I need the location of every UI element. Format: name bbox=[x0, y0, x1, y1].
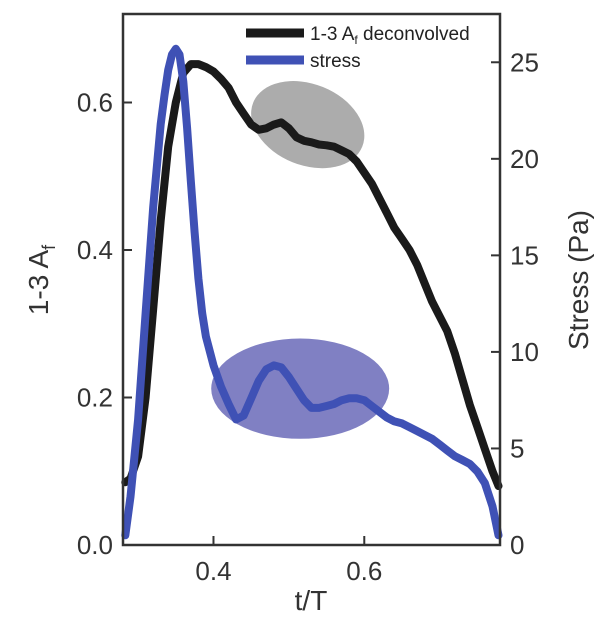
series-line-stress bbox=[121, 44, 503, 540]
legend-label-deconvolved-suffix: deconvolved bbox=[358, 24, 470, 45]
y-right-tick-label: 15 bbox=[510, 240, 539, 270]
y-axis-right-title: Stress (Pa) bbox=[563, 210, 594, 350]
legend-label-deconvolved-sub: f bbox=[354, 33, 358, 47]
x-axis-title: t/T bbox=[295, 585, 328, 616]
y-right-tick-label: 5 bbox=[510, 433, 524, 463]
ticks-layer: 0.4 0.6 0.0 0.2 0.4 0.6 0 5 10 15 20 25 bbox=[77, 47, 539, 586]
y-axis-left-title-main: 1-3 A bbox=[23, 250, 54, 316]
plot-frame bbox=[121, 12, 502, 547]
annotation-layer bbox=[211, 81, 390, 439]
series-layer bbox=[121, 44, 503, 540]
y-right-tick-label: 25 bbox=[510, 47, 539, 77]
x-tick-label: 0.6 bbox=[346, 556, 382, 586]
y-right-tick-label: 10 bbox=[510, 337, 539, 367]
y-axis-left-title: 1-3 Af bbox=[23, 244, 59, 315]
legend-label-deconvolved-main: 1-3 A bbox=[310, 24, 355, 45]
y-left-tick-label: 0.6 bbox=[77, 88, 113, 118]
legend: 1-3 Af deconvolved stress bbox=[246, 24, 470, 72]
y-left-tick-label: 0.2 bbox=[77, 383, 113, 413]
legend-label-stress: stress bbox=[310, 51, 361, 72]
legend-label-deconvolved: 1-3 Af deconvolved bbox=[310, 24, 470, 47]
y-axis-left-title-sub: f bbox=[39, 244, 59, 250]
y-left-tick-label: 0.4 bbox=[77, 235, 113, 265]
y-left-tick-label: 0.0 bbox=[77, 530, 113, 560]
series-line-deconvolved bbox=[121, 60, 503, 490]
y-right-tick-label: 0 bbox=[510, 530, 524, 560]
y-right-tick-label: 20 bbox=[510, 144, 539, 174]
x-tick-label: 0.4 bbox=[195, 556, 231, 586]
